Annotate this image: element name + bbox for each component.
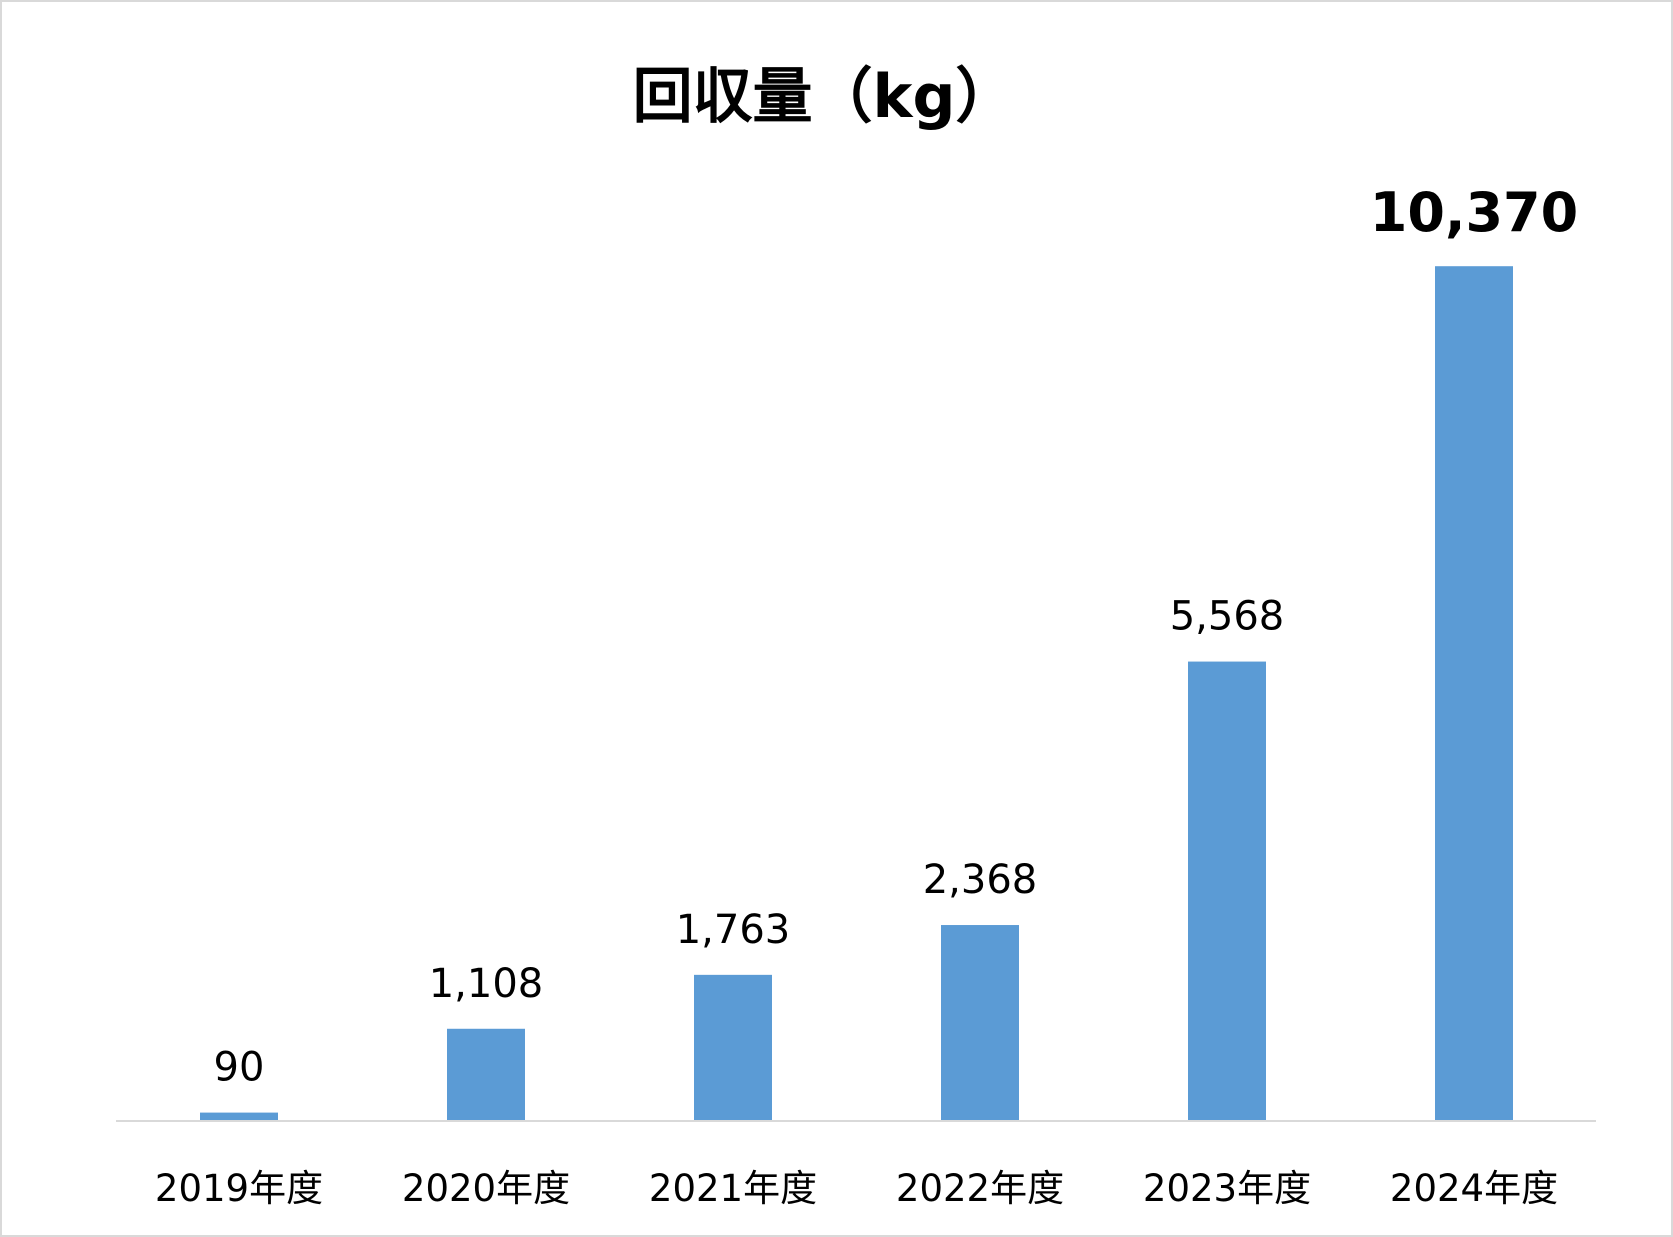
data-label-2024年度: 10,370 <box>1370 181 1578 244</box>
bar-2021年度 <box>694 974 772 1120</box>
x-tick-label: 2019年度 <box>155 1167 323 1210</box>
bar-2020年度 <box>447 1028 525 1120</box>
x-tick-labels-layer: 2019年度 2020年度 2021年度 2022年度 2023年度 2024年度 <box>155 1167 1558 1210</box>
data-label-2022年度: 2,368 <box>923 857 1038 903</box>
bar-2023年度 <box>1188 661 1266 1120</box>
chart-title: 回収量（kg） <box>633 62 1016 132</box>
x-tick-label: 2021年度 <box>649 1167 817 1210</box>
x-tick-label: 2023年度 <box>1143 1167 1311 1210</box>
data-label-2019年度: 90 <box>214 1045 265 1091</box>
bar-2019年度 <box>200 1112 278 1120</box>
data-label-2021年度: 1,763 <box>676 907 791 953</box>
x-tick-label: 2020年度 <box>402 1167 570 1210</box>
bar-2024年度 <box>1435 266 1513 1120</box>
x-tick-label: 2024年度 <box>1390 1167 1558 1210</box>
bar-2022年度 <box>941 925 1019 1120</box>
data-labels-layer: 90 1,108 1,763 2,368 5,568 10,370 <box>214 181 1579 1090</box>
x-tick-label: 2022年度 <box>896 1167 1064 1210</box>
data-label-2023年度: 5,568 <box>1170 594 1285 640</box>
data-label-2020年度: 1,108 <box>429 961 544 1007</box>
bars-layer <box>200 266 1513 1120</box>
